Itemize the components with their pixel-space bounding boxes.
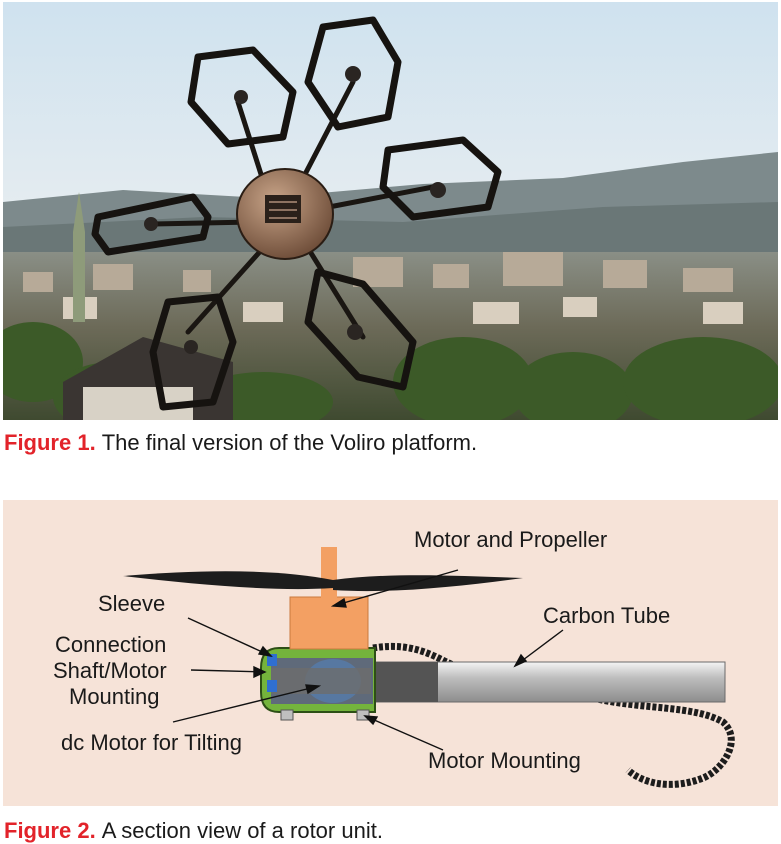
leader-motor-propeller: [332, 569, 459, 607]
leader-dc-motor: [172, 685, 320, 723]
figure-2-number: Figure 2.: [4, 818, 96, 843]
connection-shaft: [271, 668, 371, 694]
motor-shaft: [321, 547, 337, 599]
rotor-section-diagram: Motor and Propeller Sleeve Carbon Tube C…: [3, 500, 778, 806]
label-connection-line-3: Mounting: [69, 684, 160, 709]
sleeve-part: [267, 654, 277, 666]
screw: [356, 709, 370, 721]
label-motor-propeller: Motor and Propeller: [414, 527, 607, 552]
screw: [280, 709, 294, 721]
label-dc-motor: dc Motor for Tilting: [61, 730, 242, 755]
figure-2-caption: Figure 2. A section view of a rotor unit.: [4, 818, 383, 844]
voliro-platform-photo: [3, 2, 778, 420]
propeller-blade-left: [123, 571, 333, 590]
figure-1-caption: Figure 1. The final version of the Voliro…: [4, 430, 477, 456]
figure-1-caption-text: The final version of the Voliro platform…: [101, 430, 478, 455]
sleeve-part-lower: [267, 680, 277, 692]
propeller-blade-right: [333, 575, 523, 592]
diagram-background: [3, 500, 778, 806]
leader-sleeve: [187, 617, 272, 657]
figure-2-caption-text: A section view of a rotor unit.: [101, 818, 383, 843]
label-connection-line-2: Shaft/Motor: [53, 658, 167, 683]
label-motor-mounting: Motor Mounting: [428, 748, 581, 773]
tube-insert: [373, 662, 438, 702]
label-sleeve: Sleeve: [98, 591, 165, 616]
label-carbon-tube: Carbon Tube: [543, 603, 670, 628]
motor-part: [289, 596, 369, 650]
figure-1-number: Figure 1.: [4, 430, 96, 455]
label-connection-line-1: Connection: [55, 632, 166, 657]
leader-motor-mounting: [364, 715, 444, 751]
leader-connection: [190, 669, 266, 673]
